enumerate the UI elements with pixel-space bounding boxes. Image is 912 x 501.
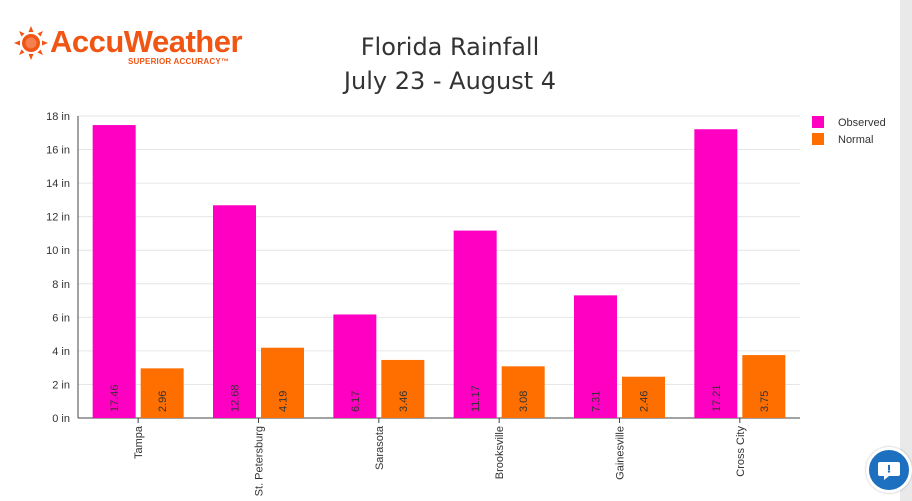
- bar-observed-0: [92, 125, 136, 418]
- category-label: Cross City: [735, 426, 747, 477]
- category-label: Brooksville: [494, 426, 506, 479]
- legend-label: Observed: [838, 117, 886, 129]
- data-label: 11.17: [470, 385, 482, 412]
- bar-observed-1: [213, 205, 256, 418]
- y-tick-label: 2 in: [52, 379, 70, 391]
- chart-title-line-2: July 23 - August 4: [343, 67, 557, 95]
- data-label: 2.96: [157, 391, 169, 412]
- y-tick-label: 16 in: [46, 145, 70, 157]
- chat-icon: [878, 462, 900, 480]
- category-label: Gainesville: [615, 426, 627, 480]
- data-label: 3.75: [759, 391, 771, 412]
- bar-normal-2: [381, 359, 425, 418]
- bar-observed-2: [333, 314, 377, 418]
- sun-icon: [14, 26, 48, 60]
- y-tick-label: 6 in: [52, 312, 70, 324]
- bar-observed-4: [574, 295, 617, 418]
- page-edge: [900, 0, 912, 501]
- help-chat-button[interactable]: [866, 447, 912, 493]
- accuweather-logo: AccuWeather SUPERIOR ACCURACY™: [14, 22, 254, 72]
- y-tick-label: 8 in: [52, 279, 70, 291]
- logo-wordmark: AccuWeather: [50, 24, 243, 59]
- data-label: 4.19: [278, 391, 290, 412]
- legend-label: Normal: [838, 134, 873, 146]
- y-tick-label: 14 in: [46, 178, 70, 190]
- legend-swatch: [812, 116, 824, 128]
- data-label: 7.31: [591, 391, 603, 412]
- data-label: 17.46: [109, 384, 121, 412]
- data-label: 12.68: [230, 384, 242, 412]
- bar-observed-5: [694, 129, 738, 418]
- data-label: 2.46: [639, 391, 651, 412]
- data-label: 3.08: [518, 391, 530, 412]
- data-label: 6.17: [350, 391, 362, 412]
- category-label: Tampa: [133, 425, 145, 459]
- bar-normal-4: [622, 376, 665, 418]
- bar-normal-0: [140, 368, 184, 418]
- bar-normal-5: [742, 355, 786, 418]
- chart-title-line-1: Florida Rainfall: [360, 33, 540, 61]
- y-tick-label: 12 in: [46, 212, 70, 224]
- data-label: 17.21: [711, 384, 723, 412]
- logo-tagline: SUPERIOR ACCURACY™: [128, 57, 230, 66]
- y-tick-label: 0 in: [52, 413, 70, 425]
- bar-observed-3: [453, 230, 497, 418]
- y-tick-label: 10 in: [46, 245, 70, 257]
- category-label: Sarasota: [374, 425, 386, 470]
- legend-swatch: [812, 133, 824, 145]
- y-tick-label: 18 in: [46, 111, 70, 123]
- bar-normal-3: [501, 366, 545, 418]
- category-label: St. Petersburg: [254, 426, 266, 496]
- bar-normal-1: [261, 347, 304, 418]
- chart-title: Florida Rainfall July 23 - August 4: [300, 30, 600, 98]
- data-label: 3.46: [398, 391, 410, 412]
- y-tick-label: 4 in: [52, 346, 70, 358]
